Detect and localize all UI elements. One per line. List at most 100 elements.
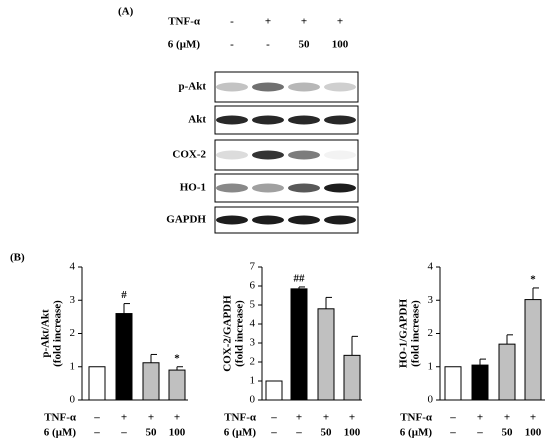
treatment-mark: + (265, 16, 271, 28)
treatment-mark: + (174, 412, 180, 424)
bar (498, 343, 516, 401)
treatment-mark: 50 (321, 427, 333, 439)
blot-frame (214, 71, 359, 103)
treatment-mark: – (449, 412, 456, 424)
blot-band (216, 215, 248, 225)
blot-label: Akt (188, 114, 206, 126)
blot-label: p-Akt (178, 81, 206, 93)
treatment-mark: 100 (344, 427, 361, 439)
blot-band (288, 215, 320, 225)
treatment-mark: + (121, 412, 127, 424)
blot-band (288, 150, 320, 160)
treatment-mark: + (296, 412, 302, 424)
treatment-label: TNF-α (400, 412, 433, 424)
blot-band (324, 115, 356, 125)
bar (343, 354, 361, 401)
treatment-mark: + (349, 412, 355, 424)
blot-band (252, 183, 284, 193)
treatment-mark: + (504, 412, 510, 424)
blot-label: COX-2 (172, 149, 206, 161)
bar (444, 366, 462, 401)
treatment-mark: 50 (146, 427, 158, 439)
bar (317, 308, 335, 401)
treatment-label: 6 (μM) (44, 427, 77, 439)
blot-band (324, 150, 356, 160)
significance: * (530, 273, 536, 285)
y-axis-label: COX-2/GAPDH (222, 295, 234, 372)
treatment-mark: – (270, 427, 277, 439)
treatment-mark: - (230, 39, 234, 51)
blot-band (324, 82, 356, 92)
y-tick-label: 5 (250, 299, 256, 311)
blot-band (324, 183, 356, 193)
treatment-mark: – (449, 427, 456, 439)
treatment-label: 6 (μM) (168, 39, 201, 51)
treatment-mark: + (530, 412, 536, 424)
bar (265, 380, 283, 401)
treatment-mark: 100 (332, 39, 349, 51)
y-tick-label: 3 (70, 294, 76, 306)
blot-band (252, 82, 284, 92)
blot-label: GAPDH (166, 214, 206, 226)
blot-band (324, 215, 356, 225)
y-tick-label: 2 (70, 327, 76, 339)
treatment-mark: 100 (169, 427, 186, 439)
y-axis-label: HO-1/GAPDH (398, 299, 410, 368)
treatment-mark: – (93, 412, 100, 424)
treatment-mark: + (337, 16, 343, 28)
y-tick-label: 1 (428, 360, 434, 372)
treatment-mark: 50 (299, 39, 311, 51)
y-tick-label: 0 (70, 394, 76, 406)
y-tick-label: 2 (428, 327, 434, 339)
bar (142, 362, 160, 401)
treatment-mark: + (477, 412, 483, 424)
bar (471, 364, 489, 401)
blot-band (252, 150, 284, 160)
panel-label: (A) (118, 6, 134, 18)
blot-band (288, 115, 320, 125)
blot-band (288, 82, 320, 92)
y-axis-label: (fold increase) (410, 300, 422, 367)
y-tick-label: 3 (428, 294, 434, 306)
y-tick-label: 6 (250, 280, 256, 292)
treatment-mark: – (476, 427, 483, 439)
treatment-label: 6 (μM) (400, 427, 433, 439)
treatment-mark: - (266, 39, 270, 51)
y-tick-label: 4 (250, 318, 256, 330)
y-tick-label: 7 (250, 261, 256, 273)
treatment-mark: – (295, 427, 302, 439)
blot-band (252, 215, 284, 225)
y-tick-label: 0 (250, 394, 256, 406)
blot-band (216, 82, 248, 92)
blot-band (216, 150, 248, 160)
y-tick-label: 1 (250, 375, 256, 387)
treatment-mark: + (323, 412, 329, 424)
blot-band (288, 183, 320, 193)
treatment-mark: + (301, 16, 307, 28)
bar (88, 366, 106, 401)
treatment-mark: – (93, 427, 100, 439)
treatment-label: TNF-α (224, 412, 257, 424)
treatment-mark: + (148, 412, 154, 424)
treatment-mark: 50 (502, 427, 514, 439)
y-tick-label: 3 (250, 337, 256, 349)
significance: # (121, 289, 127, 301)
bar (115, 313, 133, 401)
blot-frame (214, 139, 359, 171)
treatment-label: 6 (μM) (224, 427, 257, 439)
y-tick-label: 1 (70, 360, 76, 372)
y-tick-label: 0 (428, 394, 434, 406)
bar (168, 369, 186, 401)
blot-band (216, 183, 248, 193)
y-axis-label: p-Akt/Akt (40, 309, 52, 358)
bar (524, 299, 542, 401)
blot-band (216, 115, 248, 125)
blot-label: HO-1 (180, 182, 206, 194)
significance: * (174, 352, 180, 364)
y-tick-label: 4 (428, 261, 434, 273)
treatment-mark: 100 (525, 427, 542, 439)
treatment-mark: - (230, 16, 234, 28)
treatment-mark: – (120, 427, 127, 439)
treatment-label: TNF-α (44, 412, 77, 424)
